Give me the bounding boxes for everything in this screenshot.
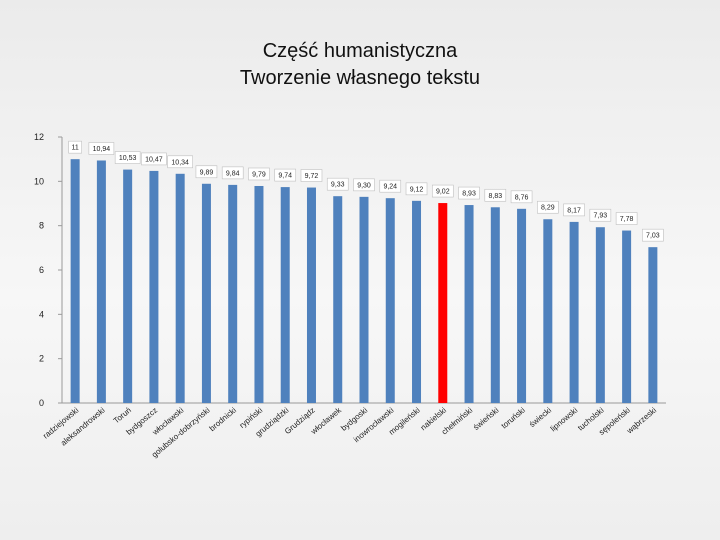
bar [306, 187, 316, 403]
data-label-box [484, 188, 507, 202]
data-label: 8,17 [567, 207, 581, 214]
data-label-box [326, 177, 349, 191]
data-labels: 11 10,94 10,53 10,47 10,34 9,89 9,84 9,79 9,74 9,… [68, 140, 664, 242]
data-label: 7,78 [620, 216, 634, 223]
bar [464, 205, 474, 403]
data-label: 9,89 [200, 169, 214, 176]
data-label-box [274, 168, 297, 182]
data-label-box [379, 179, 402, 193]
bar [123, 169, 133, 403]
data-label: 9,72 [305, 173, 319, 180]
data-label-box [405, 182, 428, 196]
bar [438, 203, 448, 403]
data-label: 9,02 [436, 189, 450, 196]
bar [359, 196, 369, 403]
data-label-box [563, 203, 585, 217]
data-label: 9,30 [357, 182, 371, 189]
data-label: 8,93 [462, 191, 476, 198]
y-tick-label: 2 [39, 354, 44, 364]
data-label-box [300, 169, 323, 182]
data-label: 7,93 [594, 213, 608, 220]
data-label-box [642, 228, 664, 242]
data-label-box [248, 167, 270, 181]
data-label: 10,94 [93, 146, 111, 153]
bar [175, 173, 185, 403]
data-label: 10,34 [171, 159, 189, 166]
bar [412, 200, 422, 403]
bar [569, 221, 579, 403]
bars [70, 159, 658, 403]
data-label-box [615, 212, 638, 225]
data-label: 11 [71, 145, 78, 152]
bar [280, 187, 290, 403]
bar [70, 159, 80, 403]
bar [201, 183, 211, 403]
data-label-box [114, 151, 141, 164]
data-label: 9,33 [331, 182, 345, 189]
chart-title-line-2: Tworzenie własnego tekstu [239, 67, 481, 89]
bar [254, 185, 264, 403]
data-label-box [537, 200, 559, 214]
data-label-box [88, 142, 115, 155]
data-label: 8,29 [541, 205, 555, 212]
data-label-box [431, 184, 454, 198]
bar [333, 196, 343, 403]
chart-title: Część humanistyczna Tworzenie własnego t… [0, 38, 720, 92]
data-label-box [353, 178, 375, 192]
y-tick-label: 10 [34, 176, 44, 186]
chart-title-line-1: Część humanistyczna [262, 40, 458, 62]
y-tick-label: 12 [34, 132, 44, 142]
data-label-box [458, 186, 480, 200]
x-tick-label: toruński [500, 405, 527, 430]
bar [149, 170, 159, 403]
data-label: 10,47 [145, 156, 163, 163]
bar [595, 227, 605, 403]
data-label: 9,24 [383, 184, 397, 191]
bar [648, 247, 658, 403]
data-label: 8,76 [515, 194, 529, 201]
bar [385, 198, 395, 403]
bar [490, 207, 500, 403]
data-label: 9,79 [252, 171, 266, 178]
bar [517, 208, 527, 403]
x-tick-label: świeński [472, 405, 501, 431]
y-tick-label: 0 [39, 398, 44, 408]
bar [228, 184, 238, 403]
data-label: 8,83 [488, 193, 502, 200]
data-label-box [195, 165, 218, 179]
data-label-box [589, 208, 612, 222]
data-label: 9,84 [226, 170, 240, 177]
data-label-box [68, 140, 82, 154]
y-tick-label: 8 [39, 221, 44, 231]
data-label-box [167, 155, 193, 169]
data-label: 9,74 [278, 173, 292, 180]
y-tick-label: 4 [39, 309, 44, 319]
x-tick-label: Toruń [112, 406, 133, 426]
data-label: 7,03 [646, 233, 660, 240]
y-tick-label: 6 [39, 265, 44, 275]
data-label-box [141, 152, 167, 166]
data-label-box [221, 166, 244, 180]
bar [543, 219, 553, 403]
data-label: 9,12 [410, 186, 424, 193]
bar [622, 230, 632, 403]
bar [96, 160, 106, 403]
data-label: 10,53 [119, 155, 137, 162]
x-tick-label: lipnowski [549, 406, 580, 434]
data-label-box [510, 190, 533, 204]
x-tick-label: brodnicki [208, 405, 238, 433]
